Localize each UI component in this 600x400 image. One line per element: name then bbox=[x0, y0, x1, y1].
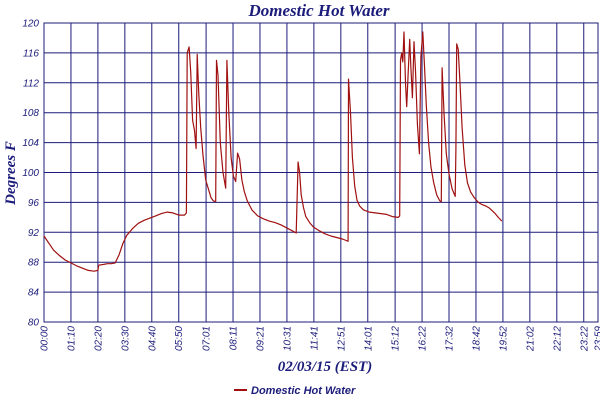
y-tick-label: 120 bbox=[22, 19, 39, 30]
y-tick-label: 100 bbox=[22, 168, 39, 179]
x-tick-label: 10:31 bbox=[282, 326, 293, 351]
y-tick-labels: 80 84 88 92 96 100 104 108 112 116 120 bbox=[22, 19, 39, 329]
y-tick-label: 88 bbox=[28, 258, 40, 269]
x-tick-label: 12:51 bbox=[336, 326, 347, 351]
x-tick-label: 11:41 bbox=[309, 326, 320, 350]
legend: Domestic Hot Water bbox=[234, 385, 356, 397]
y-tick-label: 116 bbox=[23, 48, 39, 59]
x-tick-labels: 00:00 01:10 02:20 03:30 04:40 05:50 07:01 08:11… bbox=[40, 326, 600, 352]
x-tick-label: 03:30 bbox=[120, 326, 131, 351]
plot-frame bbox=[43, 22, 599, 323]
chart-title: Domestic Hot Water bbox=[247, 1, 389, 20]
x-tick-label: 01:10 bbox=[66, 326, 77, 351]
x-tick-label: 19:52 bbox=[498, 326, 509, 351]
y-tick-label: 104 bbox=[22, 138, 39, 149]
grid-layer bbox=[43, 22, 599, 323]
y-tick-label: 84 bbox=[28, 288, 40, 299]
x-tick-label: 17:32 bbox=[445, 326, 456, 351]
y-tick-label: 112 bbox=[23, 78, 39, 89]
x-tick-label: 00:00 bbox=[40, 326, 51, 351]
x-tick-label: 02:20 bbox=[93, 326, 104, 351]
x-tick-label: 04:40 bbox=[147, 326, 158, 351]
series-line-domestic-hot-water bbox=[43, 31, 503, 272]
x-tick-label: 16:22 bbox=[418, 326, 429, 351]
series-layer bbox=[43, 31, 503, 272]
x-tick-label: 23:22 bbox=[579, 326, 590, 352]
x-tick-label: 05:50 bbox=[174, 326, 185, 351]
y-tick-label: 108 bbox=[22, 108, 39, 119]
legend-label-domestic-hot-water: Domestic Hot Water bbox=[251, 385, 356, 397]
y-axis-title: Degrees F bbox=[3, 141, 19, 206]
x-tick-label: 09:21 bbox=[255, 326, 266, 351]
x-tick-label: 21:02 bbox=[525, 326, 536, 352]
x-tick-label: 08:11 bbox=[229, 326, 240, 350]
y-tick-label: 96 bbox=[28, 198, 40, 209]
x-axis-title: 02/03/15 (EST) bbox=[278, 359, 373, 375]
y-tick-label: 80 bbox=[28, 318, 40, 329]
x-tick-label: 15:12 bbox=[391, 326, 402, 351]
y-tick-label: 92 bbox=[28, 228, 40, 239]
x-tick-label: 07:01 bbox=[202, 326, 213, 351]
x-tick-label: 23:59 bbox=[594, 326, 600, 352]
x-tick-label: 14:01 bbox=[363, 326, 374, 351]
x-tick-label: 22:12 bbox=[552, 326, 563, 352]
x-tick-label: 18:42 bbox=[471, 326, 482, 351]
